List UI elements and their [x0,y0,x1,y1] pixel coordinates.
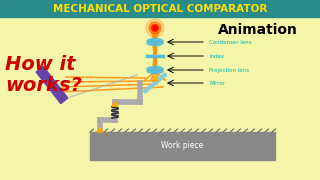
Ellipse shape [147,66,163,71]
Bar [90,132,275,160]
Circle shape [153,26,157,30]
Text: Index: Index [209,53,224,59]
Polygon shape [112,102,118,106]
Polygon shape [152,76,158,81]
Polygon shape [143,73,167,93]
Text: MECHANICAL OPTICAL COMPARATOR: MECHANICAL OPTICAL COMPARATOR [53,4,267,14]
Text: Mirror: Mirror [209,80,225,86]
Text: Projection lens: Projection lens [209,68,249,73]
Text: How it
works?: How it works? [5,55,82,95]
Circle shape [151,24,158,31]
Bar [0,0,320,17]
Text: Animation: Animation [218,23,298,37]
Circle shape [146,19,164,37]
Text: Condenser lens: Condenser lens [209,39,252,44]
Ellipse shape [147,40,163,46]
Ellipse shape [147,69,163,73]
Polygon shape [97,128,103,132]
Polygon shape [36,66,68,104]
Text: Work piece: Work piece [161,141,204,150]
Ellipse shape [147,39,163,44]
Circle shape [149,22,161,34]
